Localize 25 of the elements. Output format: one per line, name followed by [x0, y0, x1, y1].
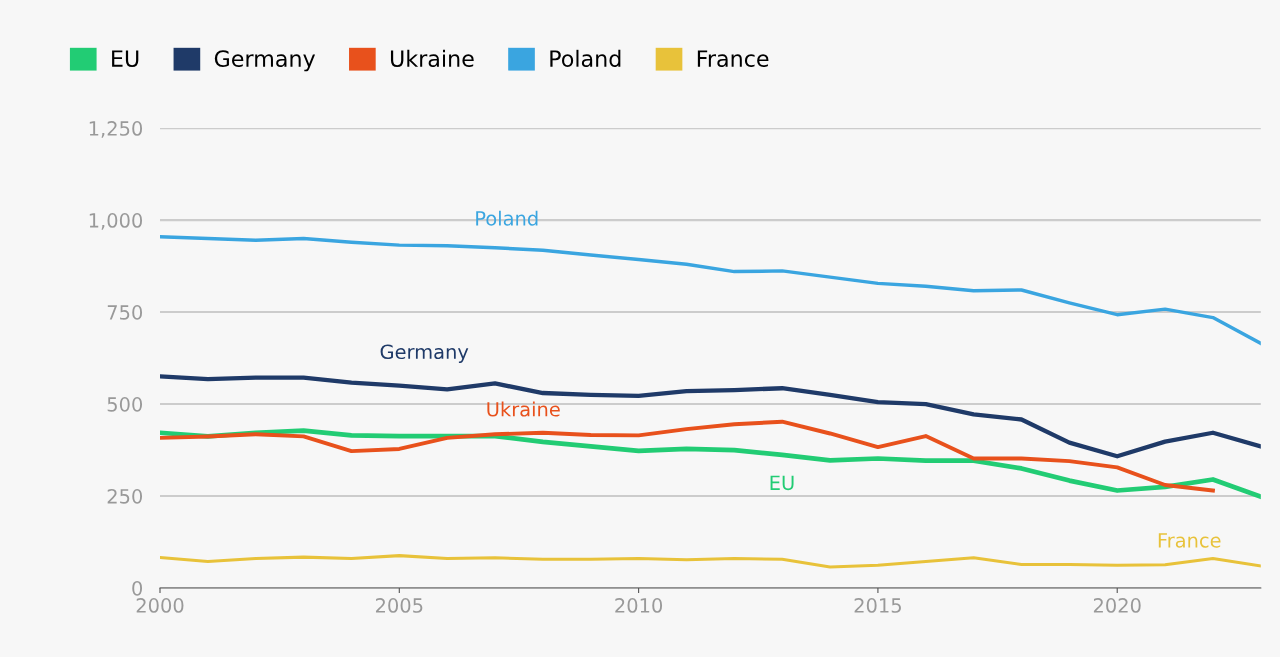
- y-tick-label: 750: [107, 305, 143, 320]
- x-tick-label: 2010: [615, 598, 663, 613]
- y-tick-label: 500: [107, 397, 143, 412]
- line-series: [160, 419, 1215, 493]
- x-tick-label: 2000: [136, 598, 184, 613]
- y-tick-label: 250: [107, 488, 143, 504]
- x-tick-label: 2005: [375, 598, 423, 613]
- text: Poland: [476, 210, 538, 226]
- text: EU: [770, 475, 794, 491]
- legend-label: France: [697, 50, 769, 68]
- line-series: [160, 554, 1261, 569]
- line-series: [160, 234, 1261, 346]
- x-tick-label: 2015: [854, 598, 901, 613]
- text: Germany: [380, 344, 469, 363]
- legend-label: Ukraine: [390, 49, 474, 68]
- text: Ukraine: [487, 401, 560, 417]
- legend-label: EU: [112, 50, 139, 68]
- legend-label: Germany: [214, 50, 316, 72]
- x-tick-label: 2020: [1093, 598, 1141, 613]
- line-series: [160, 374, 1261, 459]
- text: France: [1158, 533, 1221, 548]
- legend-label: Poland: [550, 49, 621, 68]
- y-tick-label: 1,250: [89, 121, 143, 138]
- y-tick-label: 1,000: [89, 213, 143, 230]
- y-tick-label: 0: [132, 580, 143, 596]
